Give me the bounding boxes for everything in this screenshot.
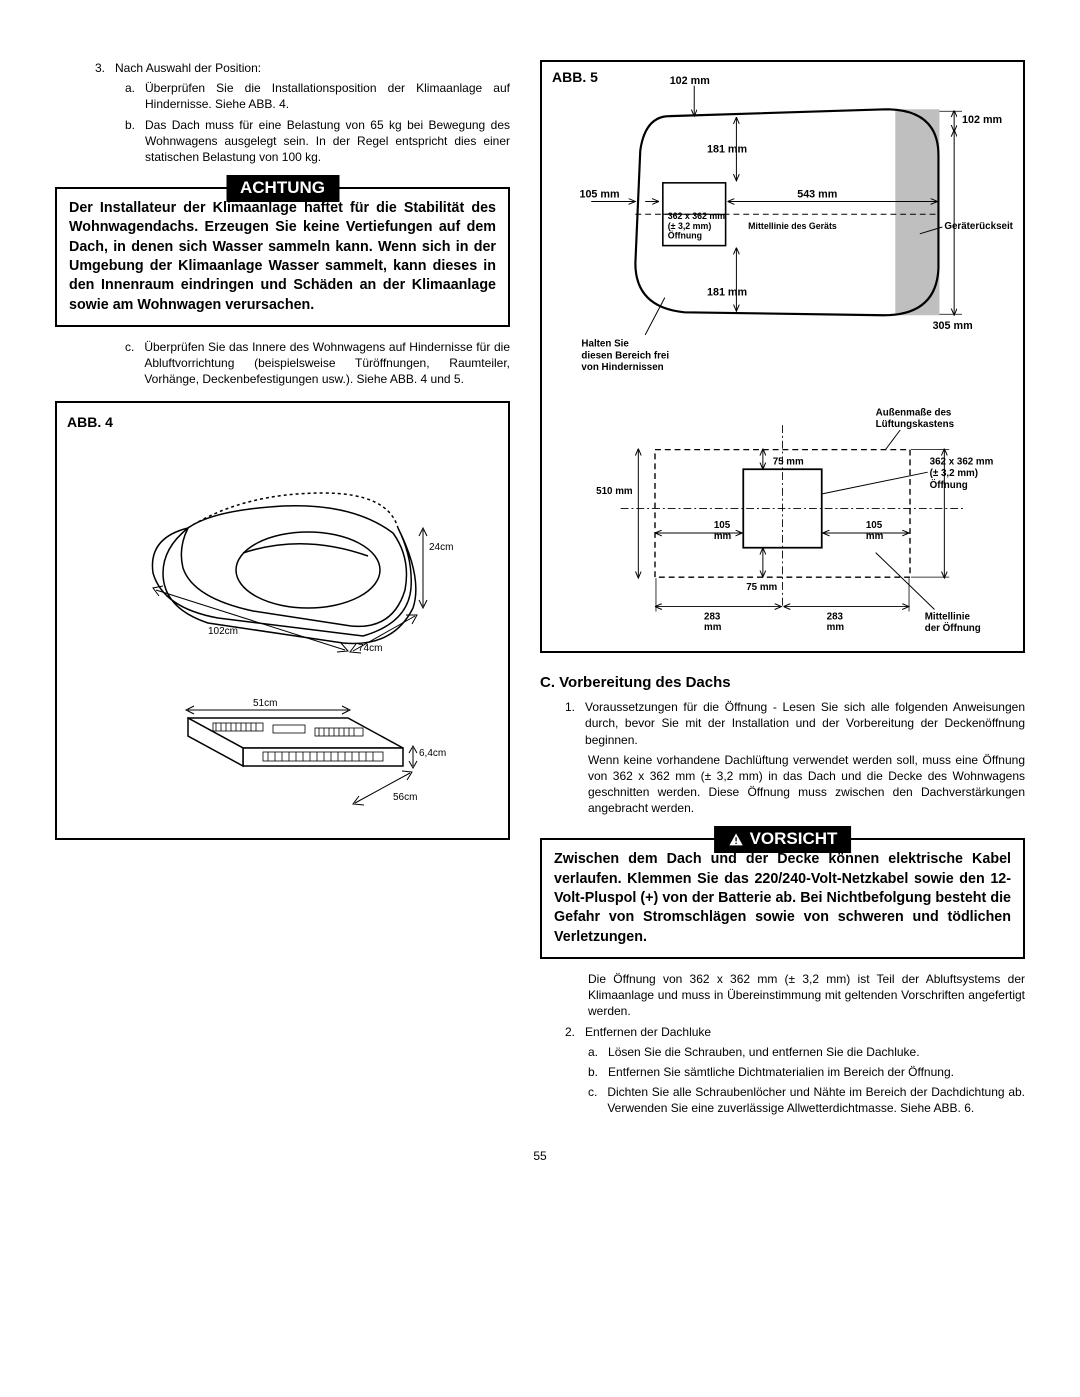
dim-181-bot: 181 mm [707,287,747,299]
warn-label-text: ACHTUNG [240,177,325,200]
list-marker: 2. [565,1024,585,1040]
list-text: Überprüfen Sie die Installationsposition… [145,80,510,112]
list-marker: b. [125,117,145,166]
right-column: ABB. 5 [540,60,1025,1120]
left-column: 3. Nach Auswahl der Position: a. Überprü… [55,60,510,1120]
list-marker: 3. [95,60,115,76]
para-text: Wenn keine vorhandene Dachlüftung verwen… [588,752,1025,817]
dim-102-top: 102 mm [670,75,710,87]
svg-text:Öffnung: Öffnung [668,231,702,241]
dim-74cm: 74cm [358,643,382,654]
list-text: Entfernen Sie sämtliche Dichtmaterialien… [608,1064,1025,1080]
list-marker: a. [588,1044,608,1060]
list-text: Nach Auswahl der Position: [115,60,510,76]
figure-4-box: ABB. 4 [55,401,510,840]
svg-text:Geräterückseite: Geräterückseite [944,221,1013,232]
dim-181-top: 181 mm [707,143,747,155]
svg-text:105: 105 [866,520,883,531]
list-text: Dichten Sie alle Schraubenlöcher und Näh… [607,1084,1025,1116]
list-item-c1: 1. Voraussetzungen für die Öffnung - Les… [540,699,1025,748]
figure-5-label: ABB. 5 [552,68,598,87]
list-item-3c: c. Überprüfen Sie das Innere des Wohnwag… [55,339,510,388]
list-item-3b: b. Das Dach muss für eine Belastung von … [55,117,510,166]
svg-text:283: 283 [704,611,721,622]
vorsicht-text: Zwischen dem Dach und der Decke können e… [554,850,1011,946]
list-item-c2a: a. Lösen Sie die Schrauben, und entferne… [540,1044,1025,1060]
achtung-label: ACHTUNG [226,175,339,202]
list-text: Das Dach muss für eine Belastung von 65 … [145,117,510,166]
svg-text:Öffnung: Öffnung [930,480,968,491]
dim-105-left: 105 mm [579,189,619,201]
list-text: Überprüfen Sie das Innere des Wohnwagens… [144,339,510,388]
list-item-c2c: c. Dichten Sie alle Schraubenlöcher und … [540,1084,1025,1116]
vorsicht-label: VORSICHT [714,826,852,853]
achtung-box: ACHTUNG Der Installateur der Klimaanlage… [55,187,510,327]
svg-text:105: 105 [714,520,731,531]
svg-text:(± 3,2 mm): (± 3,2 mm) [668,221,712,231]
svg-text:75 mm: 75 mm [746,582,777,593]
svg-text:mm: mm [714,531,732,542]
dim-102-right: 102 mm [962,114,1002,126]
list-marker: 1. [565,699,585,748]
list-item-3a: a. Überprüfen Sie die Installationsposit… [55,80,510,112]
list-item-3: 3. Nach Auswahl der Position: [55,60,510,76]
warn-label-text: VORSICHT [750,828,838,851]
vorsicht-box: VORSICHT Zwischen dem Dach und der Decke… [540,838,1025,958]
dim-102cm: 102cm [208,626,238,637]
achtung-text: Der Installateur der Klimaanlage haftet … [69,199,496,315]
svg-text:362 x 362 mm: 362 x 362 mm [930,456,994,467]
dim-305: 305 mm [933,320,973,332]
warning-triangle-icon [728,832,744,848]
list-text: Entfernen der Dachluke [585,1024,1025,1040]
figure-4-diagram: 24cm 102cm 74cm [67,438,498,828]
svg-text:von Hindernissen: von Hindernissen [581,362,663,373]
section-c-heading: C. Vorbereitung des Dachs [540,673,1025,693]
list-marker: b. [588,1064,608,1080]
figure-4-label: ABB. 4 [67,413,498,432]
list-marker: a. [125,80,145,112]
svg-text:510 mm: 510 mm [596,486,633,497]
list-item-c2b: b. Entfernen Sie sämtliche Dichtmaterial… [540,1064,1025,1080]
para-c1: Wenn keine vorhandene Dachlüftung verwen… [540,752,1025,817]
dim-56cm: 56cm [393,792,417,803]
svg-text:362 x 362 mm: 362 x 362 mm [668,211,725,221]
figure-5-box: ABB. 5 [540,60,1025,653]
two-column-layout: 3. Nach Auswahl der Position: a. Überprü… [55,60,1025,1120]
svg-text:Mittellinie des Geräts: Mittellinie des Geräts [748,221,837,231]
svg-text:mm: mm [704,622,722,633]
dim-543: 543 mm [797,189,837,201]
dim-6-4cm: 6,4cm [419,748,446,759]
svg-text:Halten Sie: Halten Sie [581,339,629,350]
list-text: Lösen Sie die Schrauben, und entfernen S… [608,1044,1025,1060]
list-item-c2: 2. Entfernen der Dachluke [540,1024,1025,1040]
svg-text:75 mm: 75 mm [773,456,804,467]
svg-text:der Öffnung: der Öffnung [925,623,981,634]
svg-text:diesen Bereich frei: diesen Bereich frei [581,350,669,361]
svg-text:Außenmaße des: Außenmaße des [876,407,952,418]
dim-51cm: 51cm [253,698,277,709]
page-number: 55 [55,1148,1025,1164]
svg-text:Mittellinie: Mittellinie [925,611,971,622]
list-text: Voraussetzungen für die Öffnung - Lesen … [585,699,1025,748]
svg-text:(± 3,2 mm): (± 3,2 mm) [930,468,978,479]
figure-5-diagram: 102 mm 102 mm 181 mm 181 mm [552,72,1013,641]
svg-text:mm: mm [827,622,845,633]
list-marker: c. [588,1084,607,1116]
para-text: Die Öffnung von 362 x 362 mm (± 3,2 mm) … [588,971,1025,1020]
dim-24cm: 24cm [429,542,453,553]
list-marker: c. [125,339,144,388]
para-c2: Die Öffnung von 362 x 362 mm (± 3,2 mm) … [540,971,1025,1020]
svg-text:Lüftungskastens: Lüftungskastens [876,419,955,430]
svg-text:283: 283 [827,611,844,622]
svg-text:mm: mm [866,531,884,542]
